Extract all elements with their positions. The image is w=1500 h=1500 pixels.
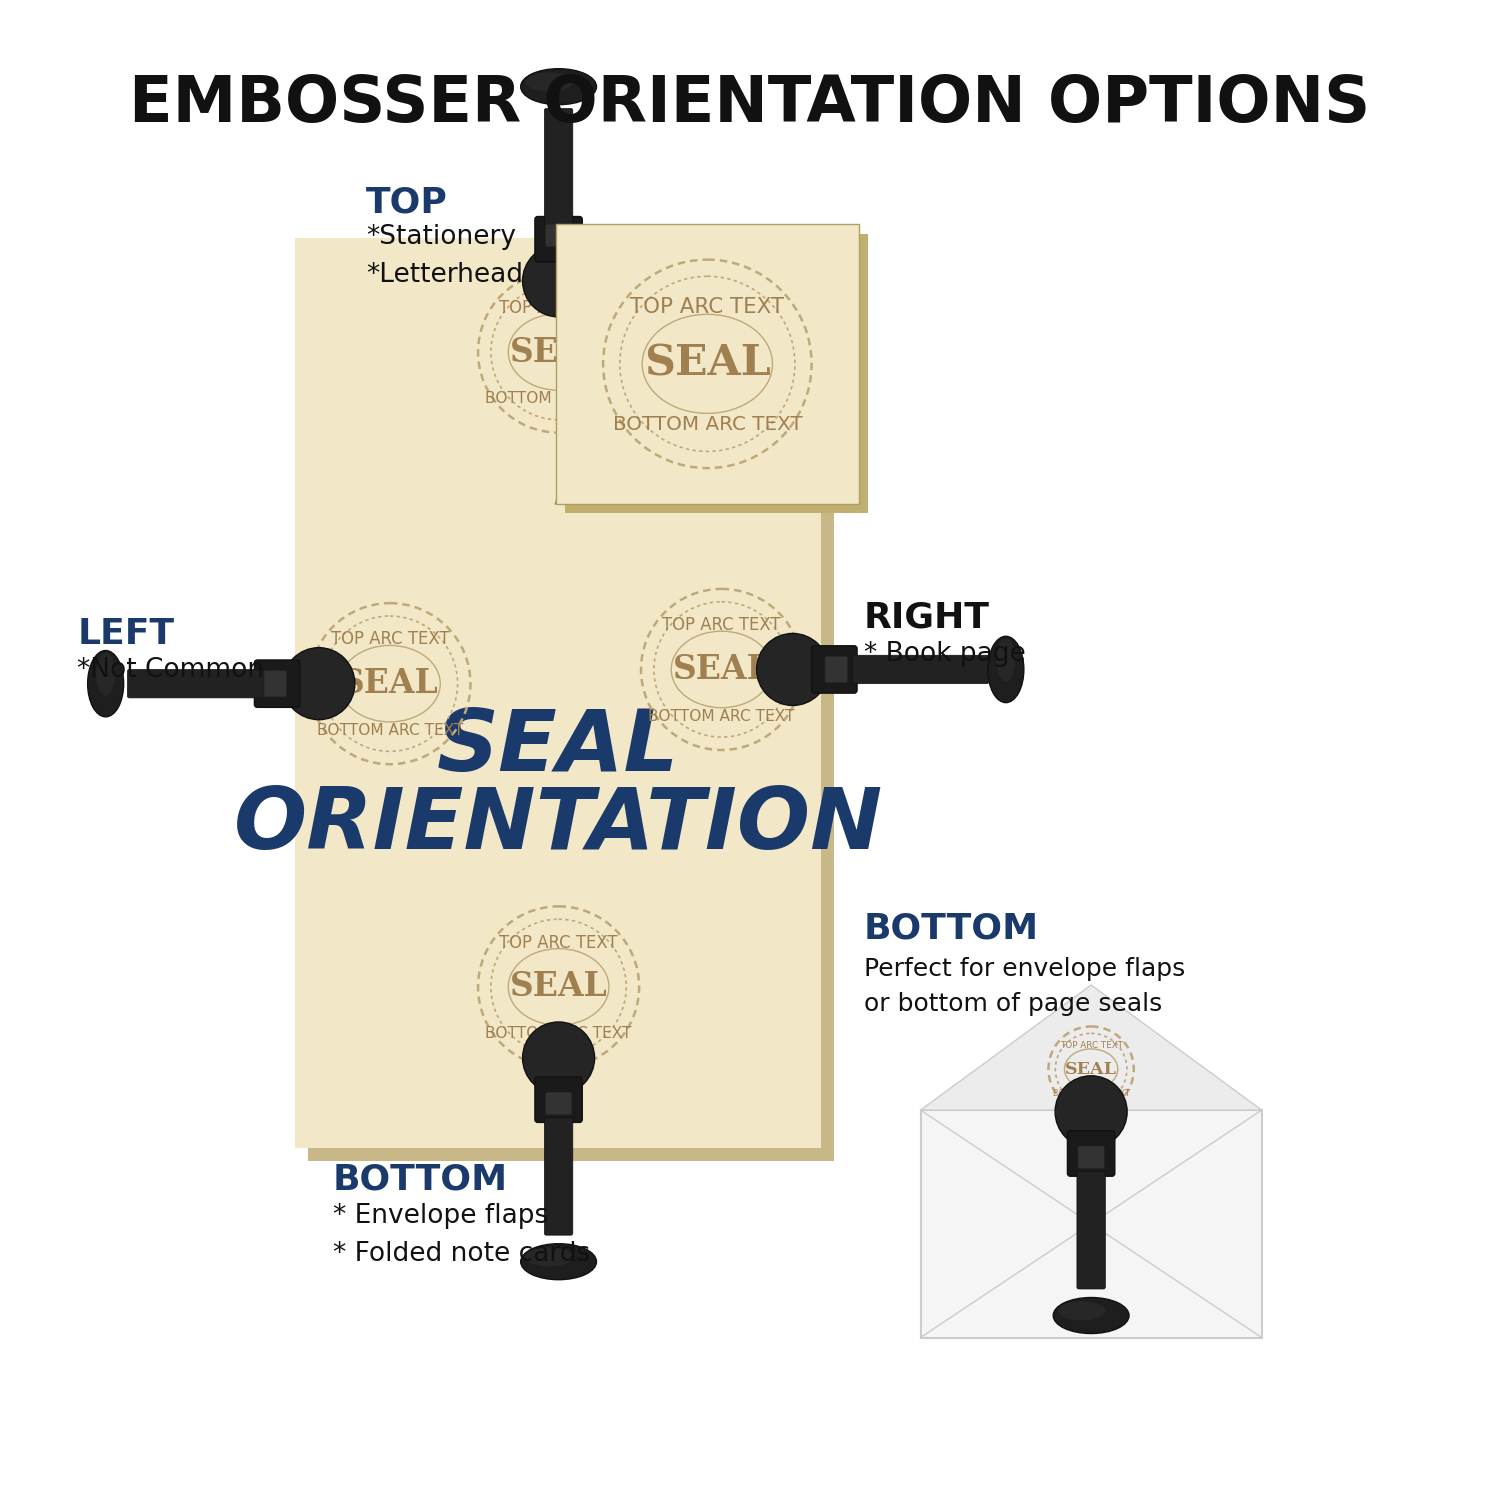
Ellipse shape (1053, 1298, 1130, 1334)
FancyBboxPatch shape (1068, 1131, 1114, 1176)
Text: TOP ARC TEXT: TOP ARC TEXT (330, 630, 448, 648)
Text: * Envelope flaps
* Folded note cards: * Envelope flaps * Folded note cards (333, 1203, 591, 1268)
FancyBboxPatch shape (536, 216, 582, 262)
Text: BOTTOM ARC TEXT: BOTTOM ARC TEXT (612, 416, 803, 434)
Polygon shape (921, 986, 1262, 1110)
Circle shape (522, 1022, 594, 1094)
Text: TOP ARC TEXT: TOP ARC TEXT (500, 933, 618, 951)
Text: SEAL: SEAL (436, 706, 680, 789)
Text: TOP ARC TEXT: TOP ARC TEXT (1059, 1041, 1122, 1050)
FancyBboxPatch shape (555, 224, 860, 504)
Circle shape (522, 244, 594, 316)
Ellipse shape (1058, 1302, 1106, 1320)
Ellipse shape (87, 651, 123, 717)
FancyBboxPatch shape (546, 224, 572, 248)
FancyBboxPatch shape (1078, 1146, 1104, 1168)
Text: SEAL: SEAL (510, 970, 608, 1004)
Text: BOTTOM ARC TEXT: BOTTOM ARC TEXT (486, 392, 632, 406)
Text: ORIENTATION: ORIENTATION (234, 784, 882, 867)
FancyBboxPatch shape (255, 660, 300, 708)
Text: SEAL: SEAL (1065, 1060, 1118, 1077)
Circle shape (1054, 1076, 1126, 1148)
FancyBboxPatch shape (566, 234, 868, 513)
FancyBboxPatch shape (825, 656, 848, 682)
Text: BOTTOM ARC TEXT: BOTTOM ARC TEXT (486, 1026, 632, 1041)
Text: SEAL: SEAL (510, 336, 608, 369)
Text: SEAL: SEAL (340, 668, 439, 700)
Text: BOTTOM ARC TEXT: BOTTOM ARC TEXT (648, 708, 795, 723)
Text: *Not Common: *Not Common (76, 657, 264, 682)
Text: *Stationery
*Letterhead: *Stationery *Letterhead (366, 224, 524, 288)
Text: LEFT: LEFT (76, 616, 174, 651)
FancyBboxPatch shape (1077, 1172, 1106, 1288)
Ellipse shape (996, 639, 1016, 681)
Text: SEAL: SEAL (672, 652, 771, 686)
FancyBboxPatch shape (546, 1092, 572, 1114)
Text: RIGHT: RIGHT (864, 600, 990, 634)
FancyBboxPatch shape (309, 252, 834, 1161)
Text: BOTTOM: BOTTOM (333, 1162, 508, 1196)
FancyBboxPatch shape (296, 238, 820, 1148)
Text: TOP ARC TEXT: TOP ARC TEXT (500, 298, 618, 316)
Ellipse shape (520, 69, 597, 105)
Text: TOP: TOP (366, 186, 448, 219)
Circle shape (756, 633, 828, 705)
FancyBboxPatch shape (812, 646, 856, 693)
Text: Perfect for envelope flaps
or bottom of page seals: Perfect for envelope flaps or bottom of … (864, 957, 1185, 1016)
Text: BOTTOM ARC TEXT: BOTTOM ARC TEXT (316, 723, 464, 738)
Text: TOP ARC TEXT: TOP ARC TEXT (630, 297, 784, 316)
Ellipse shape (988, 636, 1024, 702)
Text: TOP ARC TEXT: TOP ARC TEXT (663, 616, 782, 634)
FancyBboxPatch shape (544, 1118, 573, 1234)
FancyBboxPatch shape (536, 1077, 582, 1122)
Ellipse shape (520, 1244, 597, 1280)
Text: BOTTOM: BOTTOM (864, 910, 1040, 945)
Ellipse shape (525, 1248, 573, 1266)
FancyBboxPatch shape (264, 670, 286, 698)
Ellipse shape (525, 72, 573, 92)
FancyBboxPatch shape (544, 108, 573, 226)
Text: SEAL: SEAL (644, 344, 771, 386)
FancyBboxPatch shape (852, 656, 988, 684)
Ellipse shape (96, 652, 116, 696)
Text: * Book page: * Book page (864, 640, 1026, 668)
Text: BOTTOM ARC TEXT: BOTTOM ARC TEXT (1053, 1089, 1130, 1098)
FancyBboxPatch shape (128, 669, 264, 698)
Circle shape (284, 648, 356, 720)
Text: EMBOSSER ORIENTATION OPTIONS: EMBOSSER ORIENTATION OPTIONS (129, 72, 1371, 135)
FancyBboxPatch shape (921, 1110, 1262, 1338)
